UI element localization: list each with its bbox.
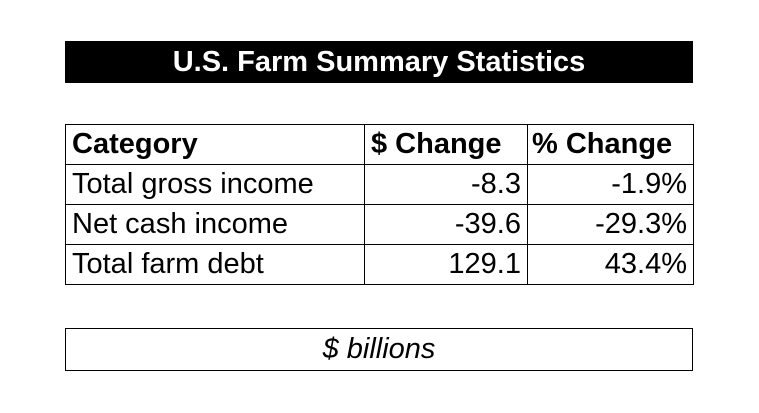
row-category: Total farm debt — [65, 244, 365, 285]
units-note: $ billions — [65, 328, 693, 371]
row-dollar-change: 129.1 — [364, 244, 528, 285]
table-row: Net cash income -39.6 -29.3% — [65, 204, 694, 245]
table-row: Total gross income -8.3 -1.9% — [65, 164, 694, 205]
header-category: Category — [65, 124, 365, 165]
header-percent-change: % Change — [527, 124, 694, 165]
row-percent-change: -29.3% — [527, 204, 694, 245]
table-row: Total farm debt 129.1 43.4% — [65, 244, 694, 285]
row-dollar-change: -39.6 — [364, 204, 528, 245]
row-percent-change: -1.9% — [527, 164, 694, 205]
row-category: Net cash income — [65, 204, 365, 245]
summary-table: Category $ Change % Change Total gross i… — [65, 124, 694, 285]
row-category: Total gross income — [65, 164, 365, 205]
row-dollar-change: -8.3 — [364, 164, 528, 205]
table-header-row: Category $ Change % Change — [65, 124, 694, 165]
page-title: U.S. Farm Summary Statistics — [65, 41, 693, 83]
header-dollar-change: $ Change — [364, 124, 528, 165]
row-percent-change: 43.4% — [527, 244, 694, 285]
